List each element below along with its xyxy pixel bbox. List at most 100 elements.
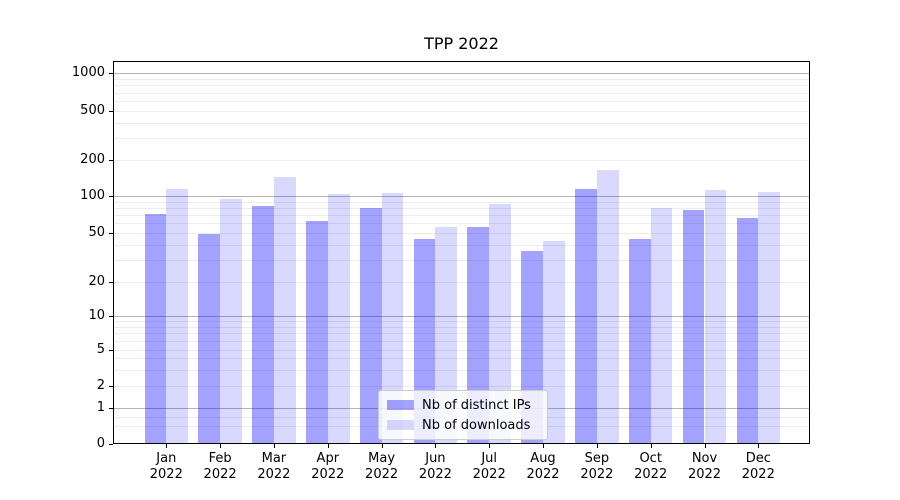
gridline-minor bbox=[114, 244, 809, 246]
x-tick-label-year: 2022 bbox=[203, 467, 237, 482]
bar-nb-of-downloads bbox=[704, 190, 727, 443]
bar-nb-of-distinct-ips bbox=[682, 210, 705, 443]
bar-nb-of-distinct-ips bbox=[144, 213, 167, 443]
bar-nb-of-distinct-ips bbox=[628, 238, 651, 443]
x-tick-label-year: 2022 bbox=[472, 467, 506, 482]
y-tick-label: 100 bbox=[80, 188, 105, 203]
gridline-minor bbox=[114, 333, 809, 335]
bar-nb-of-downloads bbox=[489, 204, 511, 443]
gridline-minor bbox=[114, 110, 809, 112]
y-tick-mark bbox=[109, 196, 113, 197]
x-tick-label: Aug 2022 bbox=[511, 451, 575, 483]
gridline-minor bbox=[114, 201, 809, 203]
y-tick-label: 2 bbox=[96, 378, 105, 393]
x-tick-label: Jan 2022 bbox=[134, 451, 198, 483]
x-tick-mark bbox=[435, 444, 437, 448]
x-tick-label-month: Aug bbox=[530, 451, 556, 466]
bar-nb-of-distinct-ips bbox=[252, 206, 274, 443]
gridline-minor bbox=[114, 282, 809, 284]
legend-swatch-downloads-icon bbox=[387, 420, 414, 430]
legend-swatch-distinct-ips-icon bbox=[387, 400, 414, 410]
gridline-minor bbox=[114, 260, 809, 262]
x-tick-label-month: Mar bbox=[261, 451, 287, 466]
x-tick-label-month: Nov bbox=[691, 451, 718, 466]
x-tick-mark bbox=[650, 444, 652, 448]
x-tick-label: Feb 2022 bbox=[188, 451, 252, 483]
bar-nb-of-downloads bbox=[543, 241, 565, 443]
bar-nb-of-downloads bbox=[435, 226, 458, 443]
gridline-minor bbox=[114, 340, 809, 342]
gridline-minor bbox=[114, 122, 809, 124]
legend-label-downloads: Nb of downloads bbox=[422, 417, 531, 433]
bar-nb-of-distinct-ips bbox=[736, 217, 759, 443]
y-tick-label: 5 bbox=[96, 341, 105, 357]
x-tick-label: Jun 2022 bbox=[403, 451, 467, 483]
x-tick-label: Nov 2022 bbox=[673, 451, 737, 483]
gridline-minor bbox=[114, 358, 809, 360]
x-tick-label: Apr 2022 bbox=[296, 451, 360, 483]
bar-nb-of-downloads bbox=[166, 188, 189, 443]
y-tick-mark bbox=[109, 159, 113, 161]
x-tick-label-year: 2022 bbox=[257, 467, 291, 482]
x-tick-mark bbox=[327, 444, 329, 448]
y-tick-label: 10 bbox=[88, 308, 105, 323]
y-tick-mark bbox=[109, 349, 113, 351]
x-tick-label-month: Apr bbox=[316, 451, 340, 466]
x-tick-label-year: 2022 bbox=[149, 467, 183, 482]
x-tick-label-year: 2022 bbox=[418, 467, 452, 482]
bar-nb-of-distinct-ips bbox=[575, 188, 597, 443]
x-tick-label-month: Jan bbox=[156, 451, 177, 466]
chart-title: TPP 2022 bbox=[424, 34, 499, 53]
y-tick-label: 200 bbox=[80, 151, 105, 167]
y-tick-mark bbox=[109, 73, 113, 75]
bar-nb-of-downloads bbox=[273, 177, 296, 443]
y-tick-label: 0 bbox=[96, 436, 105, 451]
x-tick-label-month: May bbox=[368, 451, 396, 466]
x-tick-mark bbox=[758, 444, 760, 448]
x-tick-label: May 2022 bbox=[350, 451, 414, 483]
gridline-minor bbox=[114, 79, 809, 80]
bar-nb-of-distinct-ips bbox=[306, 221, 328, 443]
x-tick-label-month: Sep bbox=[584, 451, 610, 466]
x-tick-label: Dec 2022 bbox=[726, 451, 790, 483]
y-tick-label: 500 bbox=[80, 102, 105, 118]
x-tick-label-year: 2022 bbox=[365, 467, 399, 482]
y-tick-mark bbox=[109, 407, 113, 409]
gridline-minor bbox=[114, 369, 809, 371]
x-tick-mark bbox=[273, 444, 275, 448]
bar-nb-of-distinct-ips bbox=[467, 226, 490, 443]
gridline-minor bbox=[114, 349, 809, 351]
x-tick-mark bbox=[543, 444, 544, 448]
plot-area bbox=[113, 61, 810, 444]
y-tick-mark bbox=[109, 110, 113, 112]
x-tick-mark bbox=[166, 444, 168, 448]
x-tick-label-year: 2022 bbox=[580, 467, 614, 482]
x-tick-label-month: Jul bbox=[481, 451, 498, 466]
gridline-minor bbox=[114, 326, 809, 328]
y-tick-label: 50 bbox=[88, 224, 105, 240]
x-tick-mark bbox=[596, 444, 598, 448]
x-tick-label: Mar 2022 bbox=[242, 451, 306, 483]
gridline-major bbox=[114, 196, 809, 197]
gridline-minor bbox=[114, 232, 809, 234]
gridline-minor bbox=[114, 223, 809, 224]
bar-nb-of-downloads bbox=[327, 194, 350, 443]
x-tick-label-year: 2022 bbox=[634, 467, 668, 482]
y-tick-mark bbox=[109, 232, 113, 234]
x-tick-label-month: Feb bbox=[208, 451, 232, 466]
x-tick-label-month: Dec bbox=[745, 451, 771, 466]
bar-nb-of-downloads bbox=[596, 170, 619, 443]
gridline-minor bbox=[114, 159, 809, 161]
x-tick-label: Oct 2022 bbox=[619, 451, 683, 483]
x-tick-mark bbox=[220, 444, 222, 448]
y-tick-mark bbox=[109, 282, 113, 284]
bar-nb-of-downloads bbox=[758, 192, 781, 443]
x-tick-label-month: Oct bbox=[639, 451, 662, 466]
gridline-minor bbox=[114, 137, 809, 139]
legend-item-distinct-ips: Nb of distinct IPs bbox=[387, 395, 539, 415]
bar-nb-of-downloads bbox=[220, 198, 242, 443]
gridline-minor bbox=[114, 207, 809, 209]
gridline-major bbox=[114, 316, 809, 317]
gridline-minor bbox=[114, 214, 809, 216]
